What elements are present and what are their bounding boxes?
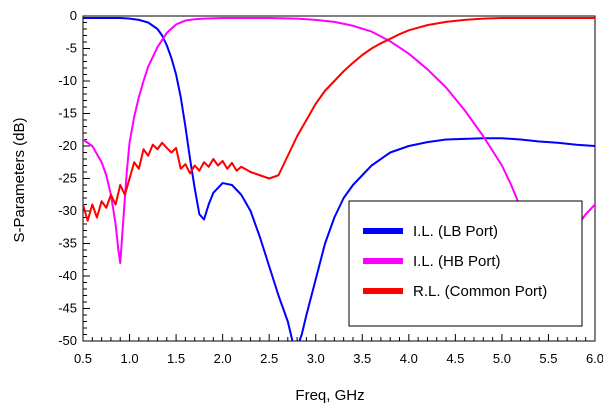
- x-tick-label: 5.0: [493, 351, 511, 366]
- series-line-3: [83, 16, 595, 222]
- y-tick-label: -10: [58, 73, 77, 88]
- x-tick-label: 1.0: [121, 351, 139, 366]
- x-tick-label: 1.5: [167, 351, 185, 366]
- y-tick-label: -25: [58, 171, 77, 186]
- y-tick-label: -35: [58, 236, 77, 251]
- x-tick-label: 4.0: [400, 351, 418, 366]
- x-tick-label: 2.0: [214, 351, 232, 366]
- legend-label-3: R.L. (Common Port): [413, 283, 547, 300]
- x-axis-label: Freq, GHz: [295, 387, 364, 404]
- x-tick-label: 0.5: [74, 351, 92, 366]
- legend-label-2: I.L. (HB Port): [413, 253, 501, 270]
- x-tick-label: 5.5: [539, 351, 557, 366]
- y-axis-label: S-Parameters (dB): [11, 117, 28, 242]
- y-tick-label: -5: [65, 41, 77, 56]
- x-tick-label: 6.0: [586, 351, 603, 366]
- x-tick-label: 3.0: [307, 351, 325, 366]
- y-tick-label: -45: [58, 301, 77, 316]
- y-tick-label: 0: [70, 8, 77, 23]
- series-line-1: [83, 16, 595, 341]
- x-tick-label: 4.5: [446, 351, 464, 366]
- y-tick-label: -40: [58, 268, 77, 283]
- y-tick-label: -30: [58, 203, 77, 218]
- legend: I.L. (LB Port) I.L. (HB Port) R.L. (Common…: [348, 200, 583, 327]
- legend-label-1: I.L. (LB Port): [413, 223, 498, 240]
- y-tick-label: -15: [58, 106, 77, 121]
- x-tick-label: 3.5: [353, 351, 371, 366]
- y-tick-label: -20: [58, 138, 77, 153]
- x-tick-label: 2.5: [260, 351, 278, 366]
- y-tick-label: -50: [58, 333, 77, 348]
- axes-layer: 0.5 1.0 1.5 2.0 2.5 3.0 3.5 4.0 4.5 5.0 5.5 6.0 0 -5 -…: [58, 8, 603, 366]
